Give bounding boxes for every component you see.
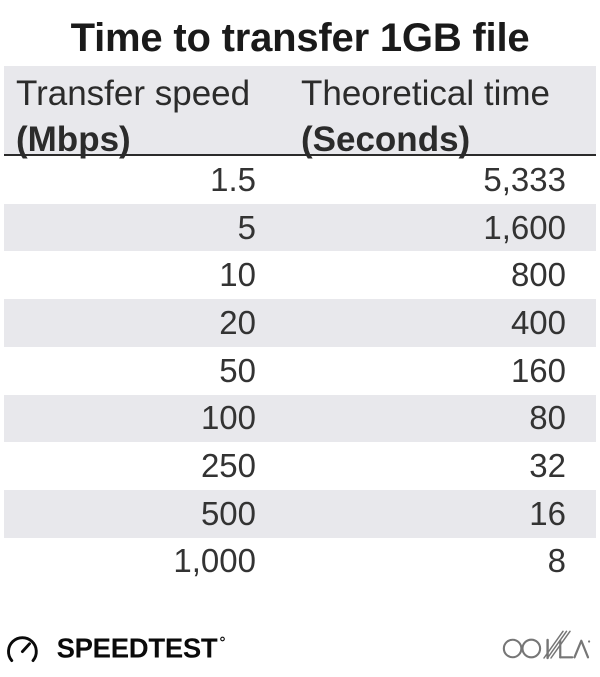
svg-text:SPEEDTEST: SPEEDTEST <box>57 633 218 664</box>
